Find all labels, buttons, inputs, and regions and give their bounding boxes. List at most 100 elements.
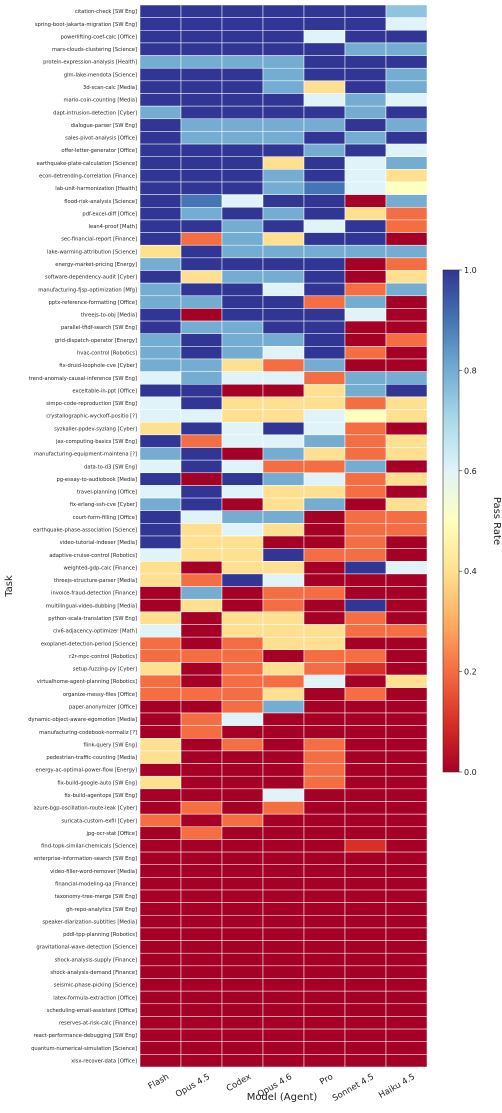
heatmap-cell (221, 573, 264, 587)
heatmap-cell (344, 320, 387, 334)
heatmap-cell (180, 674, 223, 688)
heatmap-cell (180, 738, 223, 752)
heatmap-cell (262, 839, 305, 853)
heatmap-cell (385, 738, 428, 752)
heatmap-cell (303, 67, 346, 82)
heatmap-cell (385, 143, 428, 157)
heatmap-cell (180, 788, 223, 802)
heatmap-cell (262, 624, 305, 638)
heatmap-cell (344, 940, 387, 954)
heatmap-cell (303, 333, 346, 347)
task-label: multilingual-video-dubbing [Media] (46, 603, 137, 609)
heatmap-cell (262, 523, 305, 537)
task-label: exceltable-in-ppt [Office] (72, 388, 137, 394)
task-label: citation-check [SW Eng] (75, 9, 137, 15)
task-label: scheduling-email-assistant [Office] (47, 1008, 137, 1014)
heatmap-cell (303, 1003, 346, 1017)
heatmap-cell (262, 308, 305, 322)
heatmap-cell (221, 712, 264, 726)
heatmap-cell (180, 662, 223, 676)
heatmap-cell (344, 700, 387, 714)
heatmap-cell (262, 396, 305, 410)
heatmap-cell (139, 978, 182, 992)
heatmap-cell (385, 598, 428, 613)
heatmap-cell (221, 207, 264, 221)
heatmap-cell (262, 485, 305, 499)
heatmap-cell (180, 219, 223, 233)
heatmap-cell (344, 738, 387, 752)
heatmap-cell (221, 611, 264, 625)
heatmap-cell (180, 586, 223, 600)
heatmap-cell (385, 990, 428, 1005)
task-label: taxonomy-tree-merge [SW Eng] (55, 894, 137, 900)
heatmap-cell (344, 333, 387, 347)
heatmap-cell (139, 434, 182, 448)
task-label: suricata-custom-exfil [Cyber] (61, 818, 137, 824)
heatmap-cell (385, 624, 428, 638)
heatmap-cell (139, 1054, 182, 1068)
heatmap-cell (221, 93, 264, 107)
heatmap-cell (262, 80, 305, 94)
heatmap-cell (139, 308, 182, 322)
heatmap-cell (262, 459, 305, 474)
heatmap-cell (180, 889, 223, 903)
colorbar-tick-label: 0.4 (464, 567, 477, 576)
task-label: virtualhome-agent-planning [Robotics] (37, 679, 137, 685)
heatmap-cell (221, 282, 264, 297)
heatmap-cell (221, 1003, 264, 1017)
heatmap-cell (139, 902, 182, 916)
heatmap-cell (221, 952, 264, 967)
task-label: fix-build-google-auto [SW Eng] (57, 780, 137, 786)
heatmap-cell (303, 219, 346, 233)
heatmap-cell (262, 649, 305, 663)
heatmap-cell (344, 750, 387, 764)
heatmap-cell (139, 788, 182, 802)
heatmap-cell (221, 55, 264, 69)
heatmap-cell (180, 270, 223, 284)
model-label: Sonnet 4.5 (331, 1072, 376, 1104)
heatmap-cell (139, 624, 182, 638)
heatmap-cell (221, 750, 264, 764)
heatmap-cell (303, 826, 346, 840)
heatmap-cell (303, 902, 346, 916)
heatmap-cell (385, 409, 428, 423)
heatmap-cell (303, 156, 346, 170)
heatmap-cell (262, 131, 305, 145)
heatmap-cell (139, 927, 182, 941)
heatmap-cell (262, 775, 305, 790)
heatmap-cell (385, 889, 428, 903)
heatmap-cell (139, 232, 182, 246)
heatmap-cell (385, 877, 428, 891)
heatmap-cell (180, 725, 223, 739)
heatmap-cell (139, 1016, 182, 1030)
heatmap-cell (139, 877, 182, 891)
task-label: jpg-ocr-stat [Office] (86, 831, 137, 837)
task-label: dialogue-parser [SW Eng] (71, 123, 137, 129)
heatmap-cell (303, 1016, 346, 1030)
heatmap-cell (139, 295, 182, 309)
heatmap-cell (385, 1028, 428, 1042)
heatmap-cell (385, 30, 428, 44)
heatmap-cell (139, 42, 182, 56)
heatmap-cell (180, 649, 223, 663)
task-label: react-performance-debugging [SW Eng] (33, 1033, 137, 1039)
heatmap-cell (221, 598, 264, 613)
task-label: grid-dispatch-operator [Energy] (55, 338, 137, 344)
task-label: pddl-tpp-planning [Robotics] (63, 932, 137, 938)
y-axis-title: Task (4, 575, 15, 598)
task-label: mario-coin-counting [Media] (63, 98, 137, 104)
heatmap-cell (139, 371, 182, 385)
task-label: manufacturing-fjsp-optimization [Mfg] (38, 287, 137, 293)
task-label: glm-lake-mendota [Science] (64, 72, 137, 78)
heatmap-cell (303, 813, 346, 828)
heatmap-cell (344, 472, 387, 486)
task-label: gravitational-wave-detection [Science] (36, 945, 137, 951)
heatmap-cell (180, 952, 223, 967)
heatmap-cell (221, 295, 264, 309)
heatmap-cell (180, 687, 223, 701)
task-label: lean4-proof [Math] (89, 224, 137, 230)
heatmap-cell (385, 1054, 428, 1068)
task-label: sales-pivot-analysis [Office] (65, 136, 137, 142)
heatmap-cell (344, 143, 387, 157)
heatmap-cell (344, 485, 387, 499)
